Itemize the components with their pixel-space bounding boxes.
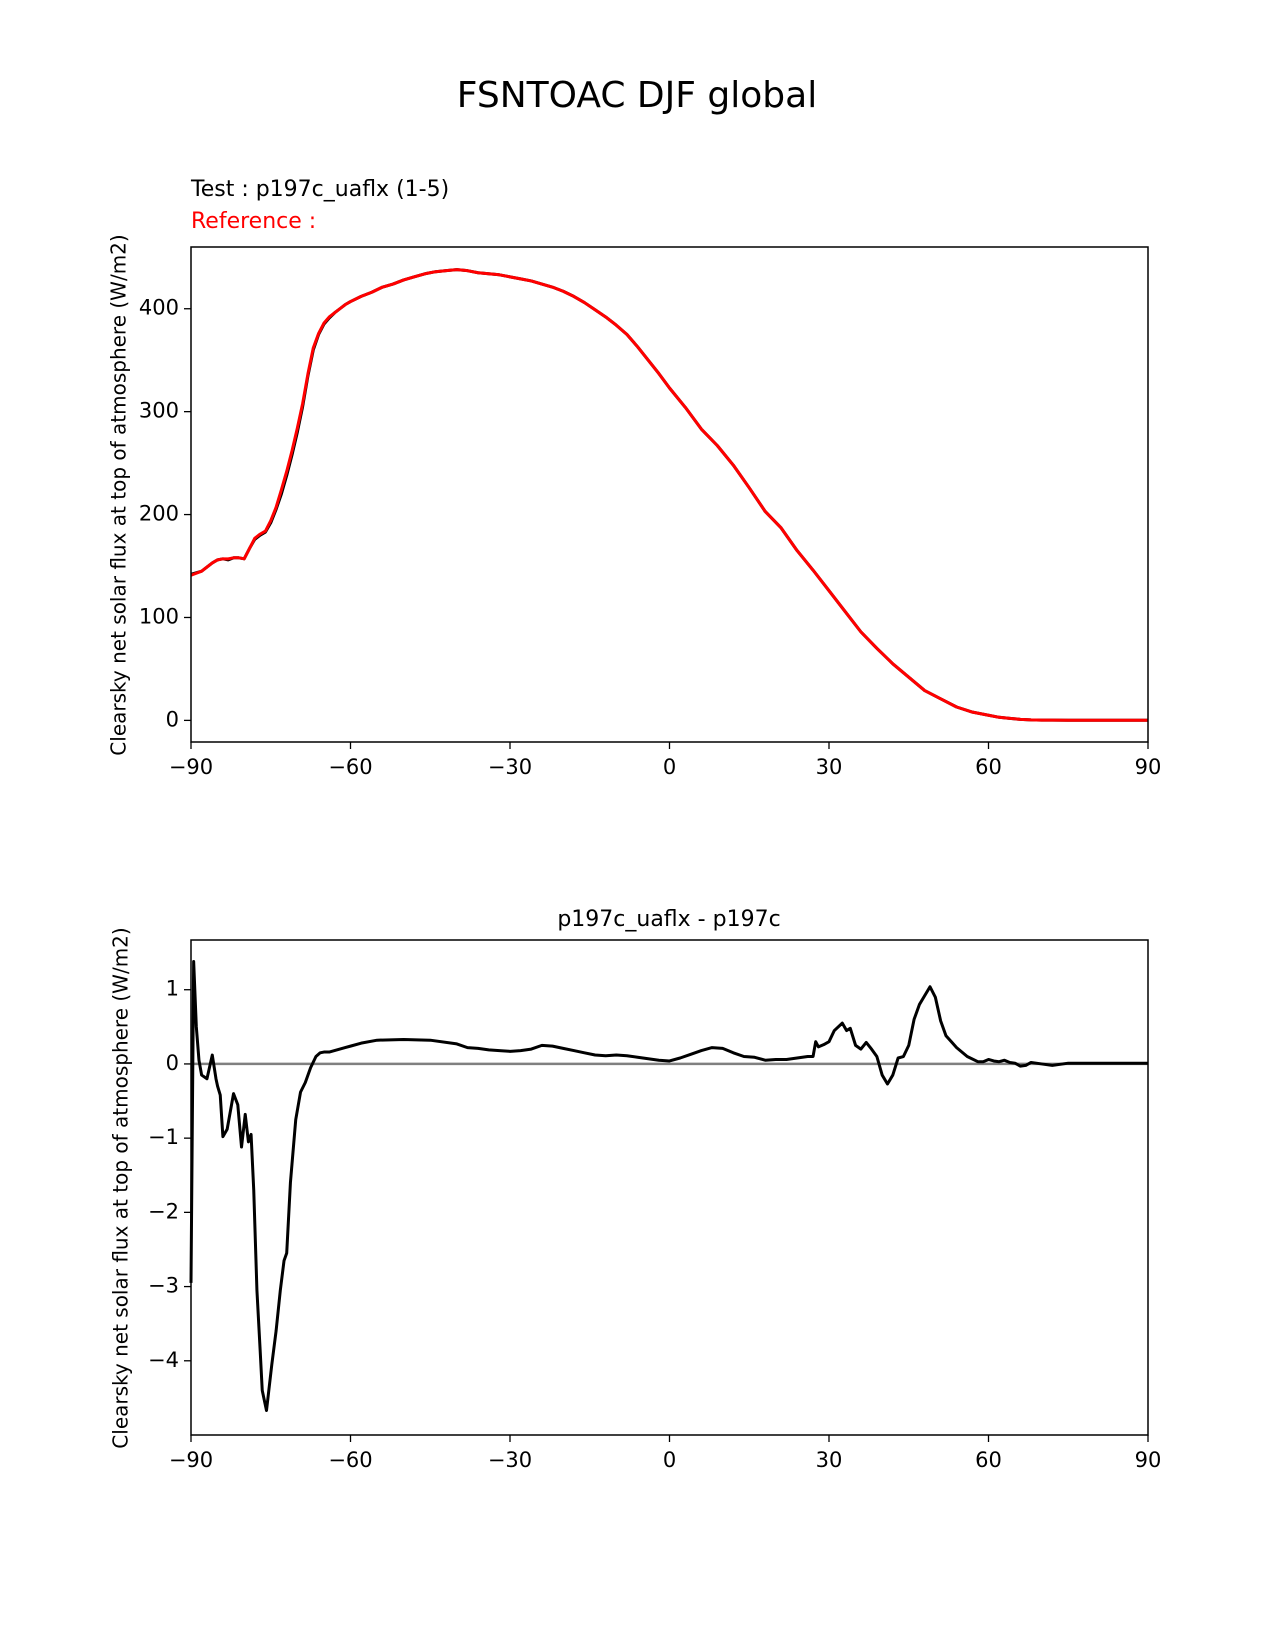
y-tick-label: −3 [148,1274,179,1298]
x-tick-label: −30 [488,755,532,779]
top-x-ticks: −90 −60 −30 0 30 60 90 [169,742,1162,779]
top-y-axis-label: Clearsky net solar flux at top of atmosp… [107,234,131,755]
x-tick-label: 30 [816,755,843,779]
x-tick-label: 90 [1135,1448,1162,1472]
top-plot-lines [190,268,1148,722]
x-tick-label: 30 [816,1448,843,1472]
series-line-difference [189,960,1148,1413]
reference-label: Reference : [191,209,316,234]
top-chart-panel: Test : p197c_uaflx (1-5) Reference : −90… [107,177,1162,779]
difference-title: p197c_uaflx - p197c [557,907,780,932]
test-label: Test : p197c_uaflx (1-5) [190,177,449,202]
y-tick-label: 1 [166,977,179,1001]
y-tick-label: 400 [139,296,179,320]
x-tick-label: −90 [169,1448,213,1472]
x-tick-label: −60 [328,755,372,779]
x-tick-label: 0 [663,755,676,779]
y-tick-label: −2 [148,1199,179,1223]
x-tick-label: 90 [1135,755,1162,779]
x-tick-label: −60 [328,1448,372,1472]
x-tick-label: 60 [975,1448,1002,1472]
top-y-ticks: 0 100 200 300 400 [139,296,191,731]
y-tick-label: 300 [139,399,179,423]
y-tick-label: −1 [148,1125,179,1149]
y-tick-label: 0 [166,1051,179,1075]
y-tick-label: −4 [148,1348,179,1372]
bottom-x-ticks: −90 −60 −30 0 30 60 90 [169,1435,1162,1472]
bottom-y-ticks: −4 −3 −2 −1 0 1 [148,977,191,1372]
bottom-y-axis-label: Clearsky net solar flux at top of atmosp… [109,927,133,1448]
bottom-chart-panel: p197c_uaflx - p197c −90 −60 −30 0 30 60 90 −4−… [109,907,1162,1472]
y-tick-label: 0 [166,707,179,731]
y-tick-label: 100 [139,604,179,628]
x-tick-label: −90 [169,755,213,779]
series-line-reference [190,268,1148,722]
figure-title: FSNTOAC DJF global [457,75,817,116]
x-tick-label: 60 [975,755,1002,779]
x-tick-label: −30 [488,1448,532,1472]
x-tick-label: 0 [663,1448,676,1472]
bottom-plot-lines [189,960,1148,1413]
y-tick-label: 200 [139,502,179,526]
